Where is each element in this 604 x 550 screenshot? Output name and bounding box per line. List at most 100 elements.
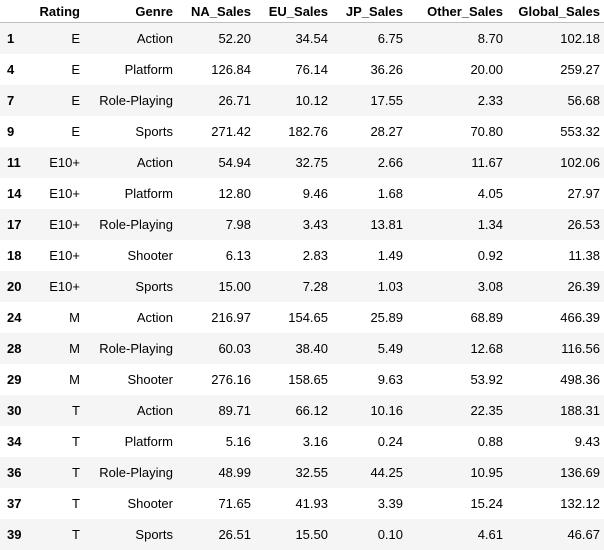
rating-cell: T [72, 402, 80, 418]
global-sales-cell: 466.39 [560, 309, 600, 325]
global-sales-cell: 116.56 [561, 340, 600, 356]
genre-cell: Shooter [127, 371, 173, 387]
na-sales-cell: 5.16 [225, 433, 251, 449]
other-sales-cell: 53.92 [470, 371, 503, 387]
rating-cell: M [69, 309, 80, 325]
jp-sales-cell: 25.89 [370, 309, 403, 325]
na-sales-cell: 15.00 [218, 278, 251, 294]
other-sales-cell: 15.24 [470, 495, 503, 511]
rating-cell: T [72, 464, 80, 480]
genre-cell: Sports [135, 278, 173, 294]
other-sales-cell: 20.00 [470, 61, 503, 77]
na-sales-cell: 126.84 [211, 61, 251, 77]
na-sales-cell: 60.03 [218, 340, 251, 356]
other-sales-cell: 70.80 [470, 123, 503, 139]
na-sales-header: NA_Sales [177, 0, 255, 23]
global-sales-cell: 498.36 [560, 371, 600, 387]
rating-cell: E10+ [49, 185, 80, 201]
jp-sales-cell: 0.10 [377, 526, 403, 542]
row-index: 14 [7, 185, 22, 201]
other-sales-header: Other_Sales [407, 0, 507, 23]
eu-sales-cell: 34.54 [295, 30, 328, 46]
jp-sales-cell: 1.03 [377, 278, 403, 294]
na-sales-cell: 52.20 [218, 30, 251, 46]
other-sales-cell: 10.95 [470, 464, 503, 480]
eu-sales-cell: 32.75 [295, 154, 328, 170]
rating-cell: E10+ [49, 216, 80, 232]
global-sales-cell: 46.67 [567, 526, 600, 542]
table-header: Rating Genre NA_Sales EU_Sales JP_Sales … [0, 0, 604, 23]
global-sales-cell: 11.38 [568, 247, 600, 263]
rating-cell: M [69, 371, 80, 387]
genre-cell: Shooter [127, 247, 173, 263]
other-sales-cell: 3.08 [477, 278, 503, 294]
row-index: 28 [7, 340, 22, 356]
genre-header: Genre [84, 0, 177, 23]
global-sales-cell: 136.69 [560, 464, 600, 480]
genre-cell: Action [136, 154, 173, 170]
genre-cell: Sports [135, 123, 173, 139]
na-sales-cell: 48.99 [218, 464, 251, 480]
eu-sales-cell: 7.28 [302, 278, 328, 294]
eu-sales-cell: 3.43 [302, 216, 328, 232]
na-sales-cell: 12.80 [218, 185, 251, 201]
eu-sales-cell: 66.12 [295, 402, 328, 418]
na-sales-cell: 276.16 [211, 371, 251, 387]
genre-cell: Shooter [127, 495, 173, 511]
other-sales-cell: 22.35 [470, 402, 503, 418]
genre-cell: Action [136, 309, 173, 325]
global-sales-cell: 26.53 [567, 216, 600, 232]
jp-sales-cell: 36.26 [370, 61, 403, 77]
global-sales-cell: 132.12 [560, 495, 600, 511]
table-row: 4 E Platform 126.84 76.14 36.26 20.00 259.27 [0, 54, 604, 85]
na-sales-cell: 26.71 [218, 92, 251, 108]
eu-sales-cell: 3.16 [302, 433, 328, 449]
genre-cell: Platform [124, 433, 173, 449]
jp-sales-cell: 2.66 [377, 154, 403, 170]
row-index: 4 [7, 61, 15, 77]
other-sales-cell: 1.34 [477, 216, 503, 232]
eu-sales-cell: 32.55 [295, 464, 328, 480]
global-sales-cell: 27.97 [567, 185, 600, 201]
other-sales-cell: 0.88 [477, 433, 503, 449]
na-sales-cell: 71.65 [218, 495, 251, 511]
row-index: 18 [7, 247, 22, 263]
global-sales-cell: 259.27 [560, 61, 600, 77]
table-row: 36 T Role-Playing 48.99 32.55 44.25 10.95 136.6… [0, 456, 604, 488]
table-row: 1 E Action 52.20 34.54 6.75 8.70 102.18 [0, 22, 604, 54]
jp-sales-cell: 5.49 [377, 340, 403, 356]
other-sales-cell: 0.92 [477, 247, 503, 263]
na-sales-cell: 54.94 [218, 154, 251, 170]
table-row: 20 E10+ Sports 15.00 7.28 1.03 3.08 26.39 [0, 270, 604, 302]
table-row: 30 T Action 89.71 66.12 10.16 22.35 188.31 [0, 394, 604, 426]
other-sales-cell: 4.61 [477, 526, 503, 542]
jp-sales-cell: 1.68 [377, 185, 403, 201]
genre-cell: Role-Playing [99, 340, 173, 356]
rating-cell: E [71, 123, 80, 139]
global-sales-header: Global_Sales [507, 0, 604, 23]
eu-sales-cell: 10.12 [295, 92, 328, 108]
genre-cell: Platform [124, 185, 173, 201]
row-index: 34 [7, 433, 22, 449]
row-index: 17 [7, 216, 22, 232]
table-row: 37 T Shooter 71.65 41.93 3.39 15.24 132.12 [0, 488, 604, 519]
row-index: 36 [7, 464, 22, 480]
row-index: 9 [7, 123, 15, 139]
eu-sales-cell: 38.40 [295, 340, 328, 356]
table-row: 34 T Platform 5.16 3.16 0.24 0.88 9.43 [0, 426, 604, 457]
jp-sales-cell: 6.75 [377, 30, 403, 46]
table-row: 39 T Sports 26.51 15.50 0.10 4.61 46.67 [0, 518, 604, 550]
other-sales-cell: 11.67 [471, 154, 503, 170]
eu-sales-cell: 41.93 [295, 495, 328, 511]
jp-sales-cell: 0.24 [377, 433, 403, 449]
row-index: 37 [7, 495, 22, 511]
genre-cell: Role-Playing [99, 464, 173, 480]
na-sales-cell: 7.98 [225, 216, 251, 232]
row-index: 20 [7, 278, 22, 294]
jp-sales-cell: 1.49 [377, 247, 403, 263]
na-sales-cell: 6.13 [225, 247, 251, 263]
table-row: 28 M Role-Playing 60.03 38.40 5.49 12.68 116.56 [0, 332, 604, 364]
na-sales-cell: 89.71 [218, 402, 251, 418]
genre-cell: Role-Playing [99, 216, 173, 232]
